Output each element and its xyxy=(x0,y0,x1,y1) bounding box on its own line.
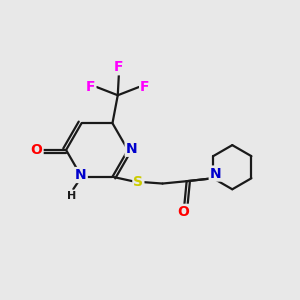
Text: N: N xyxy=(210,167,221,181)
Text: N: N xyxy=(126,142,137,156)
Text: F: F xyxy=(140,80,150,94)
Text: S: S xyxy=(134,175,143,189)
Text: F: F xyxy=(86,80,95,94)
Text: F: F xyxy=(114,60,124,74)
Text: H: H xyxy=(67,190,76,201)
Text: O: O xyxy=(31,143,43,157)
Text: N: N xyxy=(75,168,87,182)
Text: O: O xyxy=(177,205,189,219)
